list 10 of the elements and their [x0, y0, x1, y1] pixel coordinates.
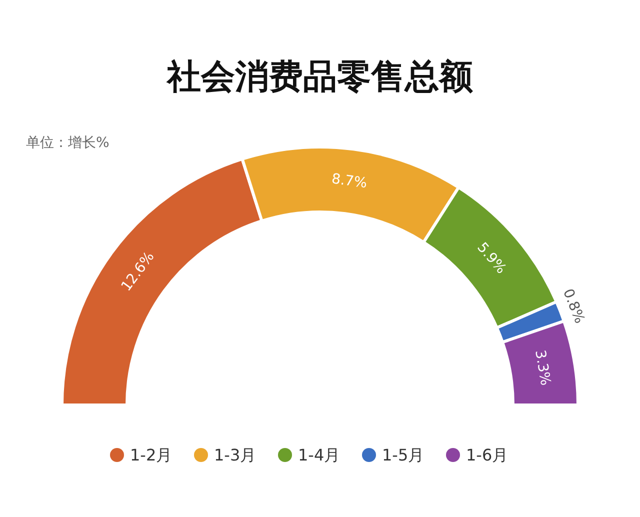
data-label: 8.7%: [330, 171, 368, 192]
data-label: 3.3%: [532, 348, 554, 387]
legend-label: 1-3月: [214, 446, 256, 464]
legend-label: 1-5月: [382, 446, 424, 464]
data-label: 0.8%: [560, 286, 588, 326]
legend-label: 1-4月: [298, 446, 340, 464]
text: 单位：增长%: [26, 135, 110, 151]
legend-label: 1-2月: [130, 446, 172, 464]
chart-title: 社会消费品零售总额: [166, 57, 473, 97]
legend-label: 1-6月: [466, 446, 508, 464]
